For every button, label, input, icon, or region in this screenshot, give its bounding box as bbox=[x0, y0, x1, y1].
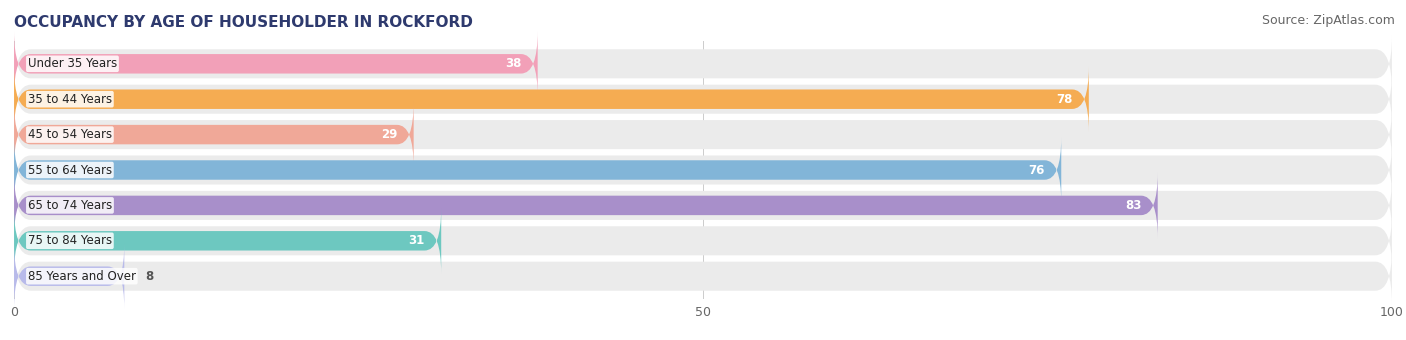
FancyBboxPatch shape bbox=[14, 213, 1392, 269]
Text: Under 35 Years: Under 35 Years bbox=[28, 57, 117, 70]
FancyBboxPatch shape bbox=[14, 31, 537, 97]
Text: OCCUPANCY BY AGE OF HOUSEHOLDER IN ROCKFORD: OCCUPANCY BY AGE OF HOUSEHOLDER IN ROCKF… bbox=[14, 15, 472, 30]
Text: 65 to 74 Years: 65 to 74 Years bbox=[28, 199, 112, 212]
Text: 31: 31 bbox=[408, 234, 425, 247]
Text: 38: 38 bbox=[505, 57, 522, 70]
FancyBboxPatch shape bbox=[14, 248, 1392, 304]
Text: 35 to 44 Years: 35 to 44 Years bbox=[28, 93, 112, 106]
Text: Source: ZipAtlas.com: Source: ZipAtlas.com bbox=[1261, 14, 1395, 27]
FancyBboxPatch shape bbox=[14, 173, 1157, 238]
FancyBboxPatch shape bbox=[14, 36, 1392, 92]
Text: 45 to 54 Years: 45 to 54 Years bbox=[28, 128, 112, 141]
FancyBboxPatch shape bbox=[14, 243, 124, 309]
FancyBboxPatch shape bbox=[14, 177, 1392, 233]
FancyBboxPatch shape bbox=[14, 142, 1392, 198]
FancyBboxPatch shape bbox=[14, 137, 1062, 203]
Text: 85 Years and Over: 85 Years and Over bbox=[28, 270, 136, 283]
Text: 55 to 64 Years: 55 to 64 Years bbox=[28, 164, 112, 176]
Text: 8: 8 bbox=[145, 270, 153, 283]
FancyBboxPatch shape bbox=[14, 71, 1392, 127]
FancyBboxPatch shape bbox=[14, 107, 1392, 163]
Text: 83: 83 bbox=[1125, 199, 1142, 212]
FancyBboxPatch shape bbox=[14, 208, 441, 274]
Text: 76: 76 bbox=[1028, 164, 1045, 176]
Text: 75 to 84 Years: 75 to 84 Years bbox=[28, 234, 112, 247]
Text: 29: 29 bbox=[381, 128, 396, 141]
FancyBboxPatch shape bbox=[14, 102, 413, 167]
FancyBboxPatch shape bbox=[14, 66, 1088, 132]
Text: 78: 78 bbox=[1056, 93, 1073, 106]
